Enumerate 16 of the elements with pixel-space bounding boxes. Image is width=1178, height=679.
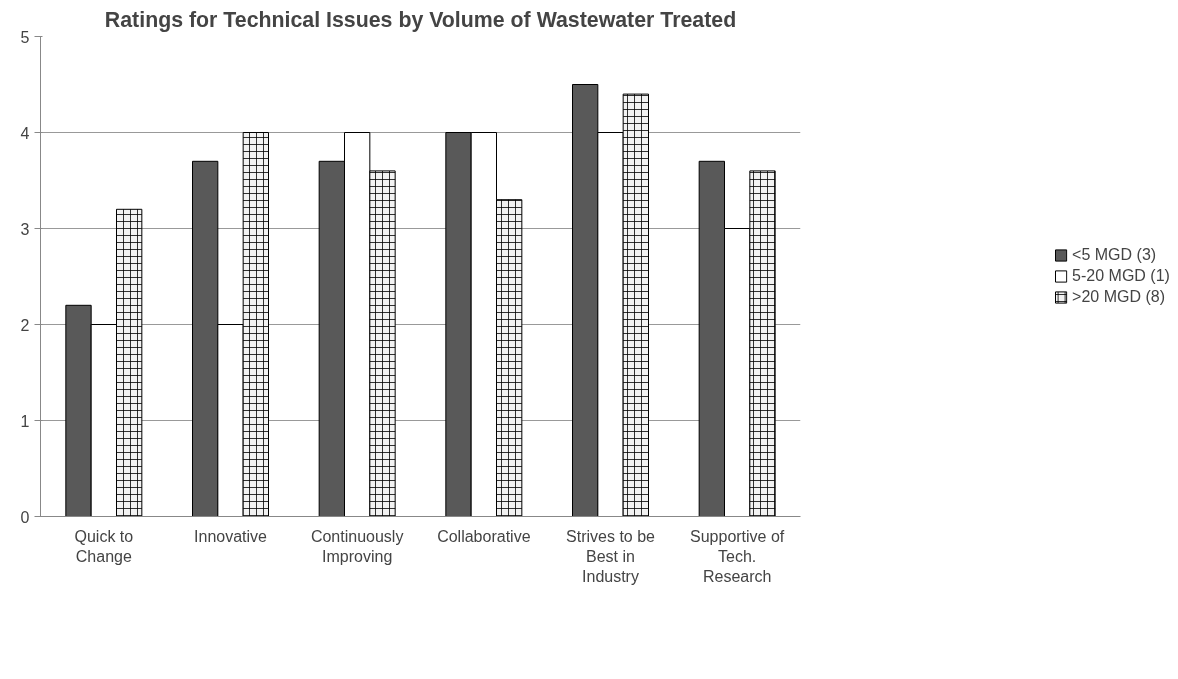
legend-label: 5-20 MGD (1) bbox=[1072, 267, 1170, 285]
x-tick-label: Continuously Improving bbox=[310, 527, 404, 565]
x-tick-label: Innovative bbox=[194, 527, 268, 545]
y-tick-label: 5 bbox=[20, 28, 30, 46]
x-tick-label: Quick to Change bbox=[74, 527, 134, 565]
x-tick-label: Supportive of Tech. Research bbox=[690, 527, 785, 586]
y-tick-label: 4 bbox=[20, 124, 30, 142]
y-tick-label: 3 bbox=[20, 220, 30, 238]
x-tick-label: Collaborative bbox=[437, 527, 531, 545]
legend-label: >20 MGD (8) bbox=[1072, 288, 1166, 306]
y-tick-label: 2 bbox=[20, 316, 30, 334]
y-tick-label: 1 bbox=[20, 412, 30, 430]
legend-label: <5 MGD (3) bbox=[1072, 246, 1157, 264]
y-tick-label: 0 bbox=[20, 508, 30, 526]
chart-title: Ratings for Technical Issues by Volume of Wastewater Treated bbox=[104, 7, 737, 32]
x-tick-label: Strives to be Best in Industry bbox=[566, 527, 656, 586]
